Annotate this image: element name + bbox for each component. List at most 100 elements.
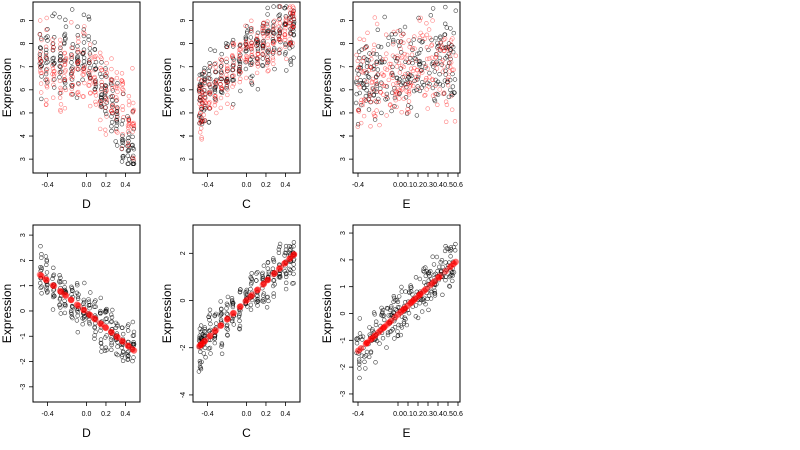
data-point — [427, 35, 433, 41]
data-point — [206, 346, 212, 351]
data-point — [51, 282, 57, 287]
data-point — [120, 140, 125, 145]
data-point — [206, 329, 212, 334]
data-point — [266, 47, 271, 53]
data-point — [363, 339, 370, 347]
data-point — [393, 93, 398, 98]
data-point — [446, 94, 452, 100]
data-point — [391, 41, 396, 47]
data-point — [291, 16, 296, 22]
data-point — [91, 315, 98, 322]
data-point — [130, 66, 135, 71]
data-point — [43, 69, 49, 75]
data-point — [393, 97, 398, 103]
data-point — [81, 27, 87, 32]
data-point — [387, 321, 392, 326]
data-point — [74, 281, 80, 286]
data-point — [271, 272, 277, 277]
data-point — [103, 345, 109, 350]
data-point — [58, 102, 64, 107]
data-point — [86, 34, 91, 39]
data-point — [219, 69, 225, 74]
data-point — [207, 307, 213, 312]
data-point — [38, 59, 43, 64]
data-point — [75, 89, 81, 95]
data-point — [86, 311, 93, 318]
data-point — [58, 47, 63, 52]
data-point — [417, 58, 422, 64]
data-point — [207, 90, 212, 96]
data-point — [75, 296, 81, 301]
data-point — [390, 53, 396, 58]
x-tick-label: 0.1 — [403, 182, 413, 189]
data-point — [244, 296, 251, 303]
data-point — [119, 71, 125, 76]
data-point — [386, 319, 393, 326]
data-point — [444, 25, 449, 30]
data-point — [376, 44, 381, 49]
data-point — [225, 294, 231, 300]
data-point — [201, 119, 207, 124]
data-point — [98, 320, 104, 325]
data-point — [203, 95, 208, 101]
data-point — [207, 332, 214, 339]
data-point — [406, 38, 411, 43]
data-point — [400, 306, 407, 313]
data-point — [125, 161, 130, 167]
data-point — [108, 319, 114, 325]
data-point — [248, 275, 253, 280]
y-tick-label: 1 — [340, 285, 347, 289]
data-point — [69, 60, 74, 65]
data-point — [208, 337, 213, 343]
data-point — [38, 68, 43, 73]
data-point — [410, 68, 416, 74]
data-point — [45, 78, 50, 83]
data-point — [249, 62, 255, 67]
data-point — [272, 66, 277, 72]
data-point — [201, 337, 208, 345]
series-red-points — [195, 251, 298, 350]
data-point — [224, 315, 231, 323]
data-point — [206, 337, 211, 343]
data-point — [260, 31, 266, 36]
data-point — [361, 98, 367, 103]
data-point — [270, 28, 276, 33]
data-point — [119, 325, 125, 330]
data-point — [103, 111, 109, 117]
data-point — [88, 74, 93, 80]
data-point — [355, 347, 362, 354]
data-point — [357, 36, 362, 42]
data-point — [260, 276, 266, 281]
data-point — [354, 91, 359, 97]
data-point — [375, 328, 382, 336]
data-point — [37, 54, 43, 59]
data-point — [201, 351, 207, 356]
data-point — [406, 311, 412, 316]
data-point — [354, 52, 359, 58]
data-point — [430, 85, 436, 91]
data-point — [381, 73, 387, 78]
data-point — [120, 81, 126, 86]
data-point — [114, 98, 119, 103]
data-point — [422, 93, 427, 98]
data-point — [37, 280, 43, 286]
data-point — [57, 37, 63, 43]
data-point — [230, 84, 235, 89]
data-point — [249, 79, 254, 84]
data-point — [433, 60, 438, 66]
data-point — [444, 119, 449, 125]
data-point — [264, 276, 272, 283]
data-point — [130, 345, 135, 351]
data-point — [424, 21, 429, 26]
data-point — [244, 57, 250, 63]
data-point — [364, 82, 370, 88]
data-point — [44, 102, 49, 107]
data-point — [277, 16, 282, 21]
data-point — [392, 325, 398, 330]
data-point — [57, 288, 64, 295]
data-point — [260, 280, 268, 287]
data-point — [109, 347, 114, 352]
data-point — [390, 314, 396, 319]
data-point — [218, 317, 224, 322]
